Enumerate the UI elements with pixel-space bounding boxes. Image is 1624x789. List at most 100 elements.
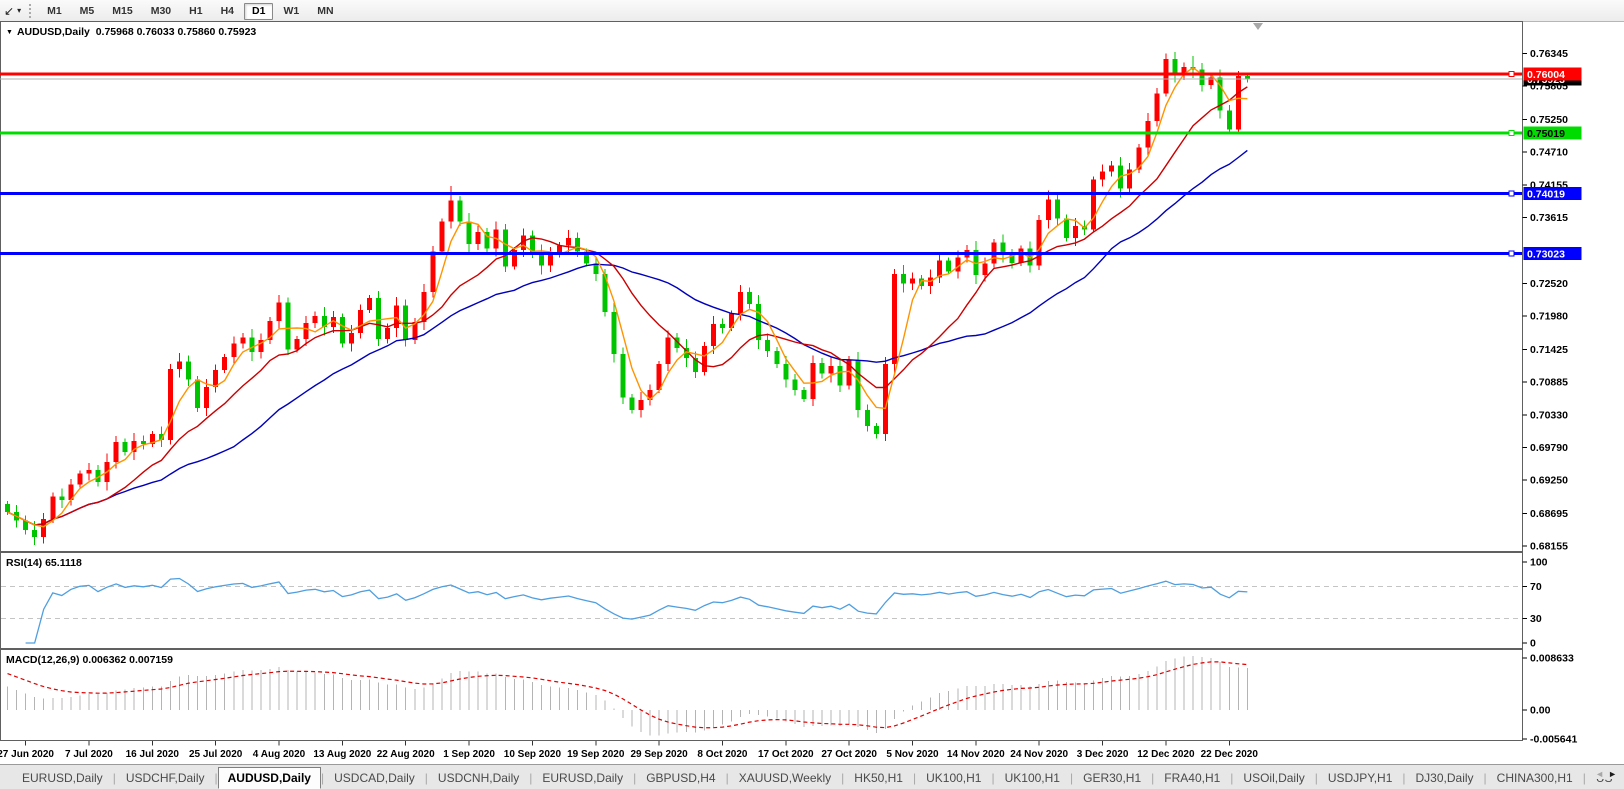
timeframe-button-h1[interactable]: H1 bbox=[189, 5, 203, 17]
tab-separator: | bbox=[112, 770, 116, 785]
macd-axis-label: 0.008633 bbox=[1530, 653, 1574, 665]
chart-tab-gbpusd-h4[interactable]: GBPUSD,H4 bbox=[646, 770, 716, 785]
tab-separator: | bbox=[633, 770, 637, 785]
price-axis-label: 0.76345 bbox=[1530, 48, 1568, 60]
price-axis-label: 0.75250 bbox=[1530, 114, 1568, 126]
tab-separator: | bbox=[320, 770, 325, 785]
tab-scroll-left-icon[interactable]: ◄ bbox=[1595, 769, 1609, 779]
date-axis-label: 17 Oct 2020 bbox=[758, 749, 814, 760]
date-axis-label: 27 Oct 2020 bbox=[821, 749, 877, 760]
price-axis-label: 0.72520 bbox=[1530, 278, 1568, 290]
tab-scroll-arrows: ◄► bbox=[1589, 769, 1621, 779]
level-price-badge bbox=[1523, 246, 1582, 260]
chart-tab-hk50-h1[interactable]: HK50,H1 bbox=[854, 770, 903, 785]
rsi-line bbox=[25, 577, 1248, 644]
line-handle[interactable] bbox=[1508, 190, 1515, 197]
chart-tab-china300-h1[interactable]: CHINA300,H1 bbox=[1496, 770, 1573, 785]
tab-separator: | bbox=[841, 770, 845, 785]
line-handle[interactable] bbox=[1508, 71, 1515, 78]
timeframe-button-m5[interactable]: M5 bbox=[79, 5, 95, 17]
tab-separator: | bbox=[1483, 770, 1487, 785]
collapse-triangle-icon[interactable]: ▼ bbox=[6, 29, 13, 36]
chevron-down-icon[interactable]: ▾ bbox=[17, 6, 22, 15]
chart-tab-uk100-h1[interactable]: UK100,H1 bbox=[1004, 770, 1060, 785]
macd-indicator-label: MACD(12,26,9) 0.006362 0.007159 bbox=[6, 654, 173, 666]
tab-separator: | bbox=[991, 770, 995, 785]
date-axis-label: 22 Dec 2020 bbox=[1201, 749, 1259, 760]
chart-tab-bar: EURUSD,Daily | USDCHF,Daily | AUDUSD,Daily | U… bbox=[0, 764, 1624, 789]
date-axis-label: 3 Dec 2020 bbox=[1077, 749, 1129, 760]
date-axis-label: 16 Jul 2020 bbox=[126, 749, 180, 760]
tab-separator: | bbox=[1402, 770, 1406, 785]
chart-shift-marker-icon[interactable] bbox=[1253, 23, 1263, 30]
chart-tab-usdjpy-h1[interactable]: USDJPY,H1 bbox=[1327, 770, 1393, 785]
line-handle[interactable] bbox=[1508, 250, 1515, 257]
price-axis-label: 0.71980 bbox=[1530, 310, 1568, 322]
candlestick-series bbox=[5, 52, 1250, 546]
date-axis-label: 4 Aug 2020 bbox=[253, 749, 306, 760]
svg-text:0.76004: 0.76004 bbox=[1527, 69, 1565, 81]
tab-separator: | bbox=[1230, 770, 1234, 785]
price-axis-label: 0.71425 bbox=[1530, 344, 1568, 356]
price-axis-label: 0.69790 bbox=[1530, 442, 1568, 454]
price-axis-label: 0.69250 bbox=[1530, 475, 1568, 487]
timeframe-button-d1[interactable]: D1 bbox=[244, 3, 274, 20]
date-axis-label: 25 Jul 2020 bbox=[189, 749, 243, 760]
macd-axis-label: 0.00 bbox=[1530, 705, 1551, 717]
chart-tab-usdchf-daily[interactable]: USDCHF,Daily bbox=[125, 770, 205, 785]
date-axis-label: 8 Oct 2020 bbox=[697, 749, 747, 760]
chart-tab-usdcad-daily[interactable]: USDCAD,Daily bbox=[334, 770, 415, 785]
timeframe-button-m30[interactable]: M30 bbox=[150, 5, 172, 17]
date-axis-label: 1 Sep 2020 bbox=[443, 749, 495, 760]
date-axis-label: 27 Jun 2020 bbox=[0, 749, 54, 760]
cursor-tool-icon[interactable]: ↙ bbox=[4, 3, 15, 18]
moving-average-line-12 bbox=[7, 86, 1248, 526]
moving-average-line-4 bbox=[7, 66, 1248, 528]
price-chart-canvas[interactable]: 0.763450.758050.752500.747100.741550.736… bbox=[0, 0, 1624, 764]
price-axis-label: 0.70330 bbox=[1530, 410, 1568, 422]
chart-tab-eurusd-daily[interactable]: EURUSD,Daily bbox=[542, 770, 624, 785]
moving-average-line-26 bbox=[7, 149, 1248, 526]
rsi-axis-label: 0 bbox=[1530, 638, 1536, 650]
level-price-badge bbox=[1523, 186, 1582, 200]
chart-tabs: EURUSD,Daily | USDCHF,Daily | AUDUSD,Daily | U… bbox=[12, 766, 1622, 789]
chart-tab-usoil-daily[interactable]: USOil,Daily bbox=[1243, 770, 1305, 785]
price-axis-label: 0.68695 bbox=[1530, 508, 1568, 520]
chart-tab-usdcnh-daily[interactable]: USDCNH,Daily bbox=[437, 770, 520, 785]
chart-tab-fra40-h1[interactable]: FRA40,H1 bbox=[1164, 770, 1221, 785]
tab-scroll-right-icon[interactable]: ► bbox=[1608, 769, 1621, 779]
chart-title-text: AUDUSD,Daily 0.75968 0.76033 0.75860 0.7… bbox=[16, 26, 257, 38]
rsi-indicator-label: RSI(14) 65.1118 bbox=[6, 557, 82, 569]
price-axis-label: 0.74710 bbox=[1530, 146, 1568, 158]
macd-histogram bbox=[7, 656, 1248, 736]
tab-separator: | bbox=[1582, 770, 1586, 785]
date-axis-label: 14 Nov 2020 bbox=[947, 749, 1005, 760]
timeframe-button-m15[interactable]: M15 bbox=[112, 5, 133, 17]
timeframe-button-mn[interactable]: MN bbox=[317, 5, 334, 17]
tab-separator: | bbox=[1151, 770, 1155, 785]
rsi-axis-label: 70 bbox=[1530, 581, 1542, 593]
level-price-badge bbox=[1523, 126, 1582, 140]
date-axis-label: 5 Nov 2020 bbox=[886, 749, 939, 760]
date-axis-label: 19 Sep 2020 bbox=[567, 749, 625, 760]
line-handle[interactable] bbox=[1508, 130, 1515, 137]
chart-tab-xauusd-weekly[interactable]: XAUUSD,Weekly bbox=[738, 770, 832, 785]
toolbar-grip bbox=[29, 3, 32, 18]
tab-separator: | bbox=[214, 770, 218, 785]
chart-tab-ger30-h1[interactable]: GER30,H1 bbox=[1083, 770, 1142, 785]
date-axis-label: 29 Sep 2020 bbox=[630, 749, 688, 760]
chart-title: ▼ AUDUSD,Daily 0.75968 0.76033 0.75860 0.… bbox=[6, 26, 256, 38]
level-price-badge bbox=[1523, 67, 1582, 81]
tab-separator: | bbox=[725, 770, 729, 785]
chart-tab-uk100-h1[interactable]: UK100,H1 bbox=[926, 770, 982, 785]
chart-tab-dj30-daily[interactable]: DJ30,Daily bbox=[1415, 770, 1474, 785]
timeframe-button-m1[interactable]: M1 bbox=[47, 5, 62, 17]
chart-tab-audusd-daily[interactable]: AUDUSD,Daily bbox=[217, 766, 321, 789]
timeframe-button-h4[interactable]: H4 bbox=[220, 5, 235, 17]
timeframe-button-w1[interactable]: W1 bbox=[283, 5, 300, 17]
macd-axis-label: -0.005641 bbox=[1530, 734, 1577, 746]
chart-tab-eurusd-daily[interactable]: EURUSD,Daily bbox=[22, 770, 103, 785]
date-axis-label: 12 Dec 2020 bbox=[1137, 749, 1195, 760]
svg-text:0.73023: 0.73023 bbox=[1527, 248, 1565, 260]
